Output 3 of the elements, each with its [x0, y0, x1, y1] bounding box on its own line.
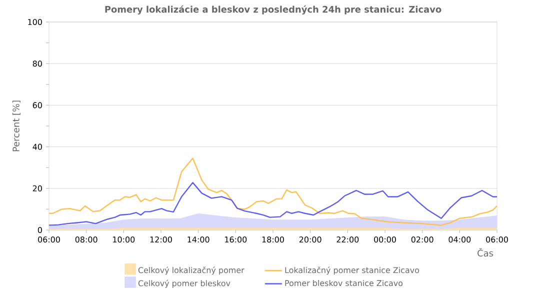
- x-axis-title: Čas: [478, 248, 494, 257]
- chart-title: Pomery lokalizácie a bleskov z posledných 24h pre stanicu: Zicavo: [105, 5, 442, 15]
- y-axis-title: Percent [%]: [12, 100, 20, 152]
